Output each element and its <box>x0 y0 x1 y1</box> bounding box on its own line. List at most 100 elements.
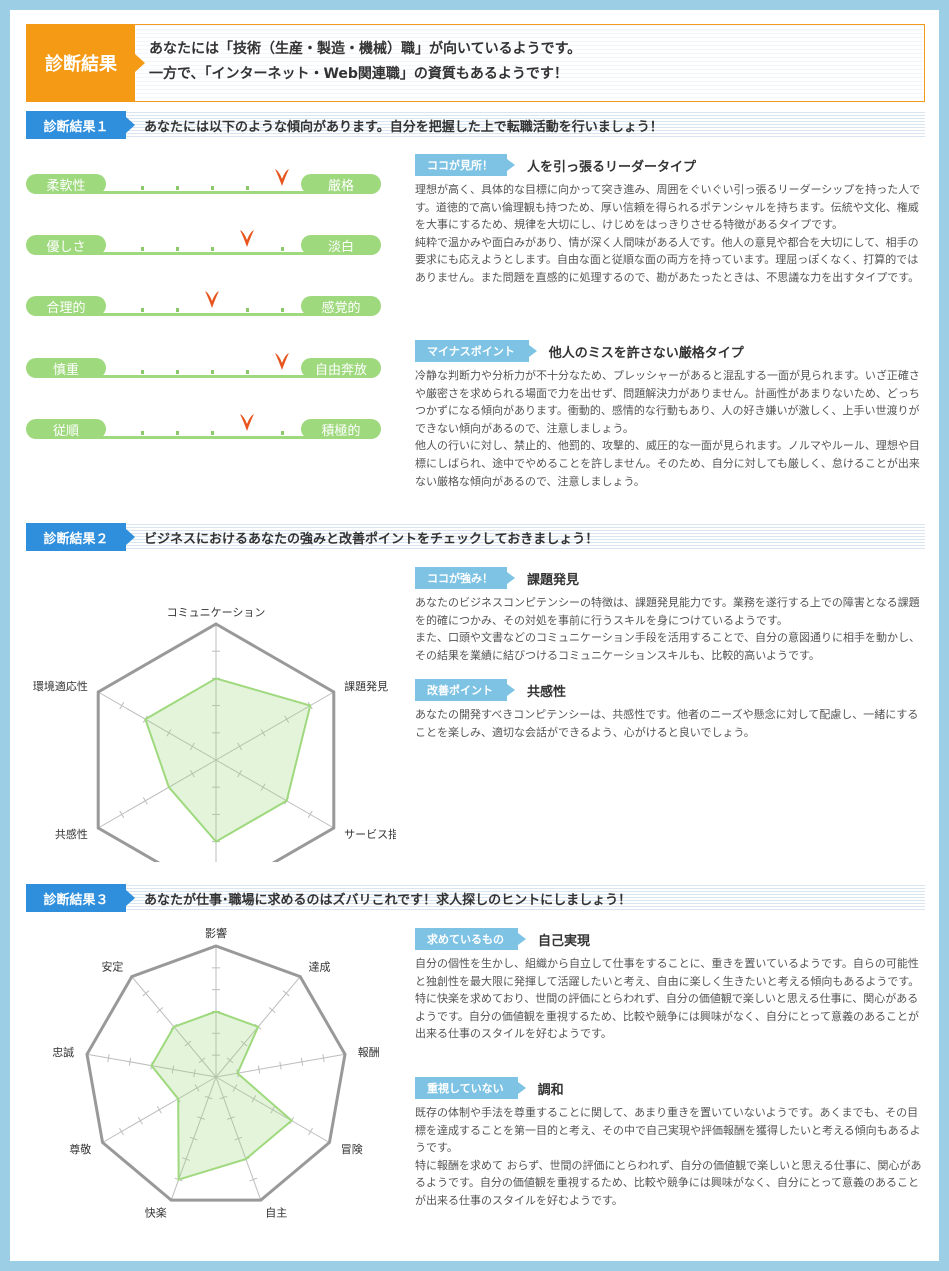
want-title: 自己実現 <box>538 933 591 949</box>
radar-outline <box>96 622 336 862</box>
scale-tick <box>176 431 179 435</box>
competency-radar-chart: コミュニケーション課題発見サービス指向計画性･緻密性共感性環境適応性 <box>33 606 396 862</box>
radar-tick <box>184 1040 192 1047</box>
radar-tick <box>204 1095 213 1100</box>
section-2-tag: 診断結果２ <box>26 523 135 551</box>
radar-axis-label: 課題発見 <box>344 679 388 693</box>
want-body: 自分の個性を生かし、組織から自立して仕事をすることに、重きを置いているようです。… <box>415 955 923 1043</box>
radar-tick <box>251 1095 257 1103</box>
minus-point-title: 他人のミスを許さない厳格タイプ <box>548 345 744 361</box>
radar-tick <box>284 715 290 723</box>
radar-tick <box>300 1057 304 1066</box>
radar-tick <box>142 990 150 997</box>
improve-point-body: あなたの開発すべきコンピテンシーは、共感性です。他者のニーズや懸念に対して配慮し… <box>415 706 923 741</box>
radar-axis-label: 快楽 <box>145 1206 167 1219</box>
strong-point-paragraph: また、口頭や文書などのコミュニケーション手段を活用することで、自分の意図通りに相… <box>415 631 921 662</box>
radar-tick <box>137 1116 143 1125</box>
radar-axis-label: 尊敬 <box>69 1142 91 1156</box>
radar-tick <box>234 1136 243 1141</box>
summary-line-1: あなたには「技術（生産・製造・機械）職」が向いているようです。 <box>149 41 582 57</box>
not-important-block: 重視していない 調和 既存の体制や手法を尊重することに関して、あまり重きを置いて… <box>415 1076 923 1210</box>
radar-tick <box>119 1127 124 1136</box>
improve-point-block: 改善ポイント 共感性 あなたの開発すべきコンピテンシーは、共感性です。他者のニー… <box>415 678 923 741</box>
radar-tick <box>260 729 266 737</box>
radar-tick <box>237 769 242 778</box>
radar-tick <box>156 1007 164 1014</box>
scale-line <box>86 252 321 255</box>
strong-point-title: 課題発見 <box>527 572 580 588</box>
strong-point-label: ココが強み！ <box>415 567 515 589</box>
scale-tick <box>141 370 144 374</box>
summary-text: あなたには「技術（生産・製造・機械）職」が向いているようです。 一方で、「インタ… <box>149 37 581 87</box>
scale-tick <box>141 186 144 190</box>
radar-tick <box>156 1106 162 1114</box>
good-point-title: 人を引っ張るリーダータイプ <box>527 159 697 175</box>
scale-tick <box>246 370 249 374</box>
scale-right-label: 淡白 <box>301 235 381 255</box>
radar-axis-label: 安定 <box>101 960 123 974</box>
strong-point-paragraph: あなたのビジネスコンピテンシーの特徴は、課題発見能力です。業務を遂行する上での障… <box>415 596 920 627</box>
radar-axis-label: 自主 <box>265 1206 287 1219</box>
not-important-title: 調和 <box>537 1082 564 1098</box>
minus-point-block: マイナスポイント 他人のミスを許さない厳格タイプ 冷静な判断力や分析力が不十分な… <box>415 339 923 490</box>
scale-tick <box>281 431 284 435</box>
radar-outline <box>85 944 347 1202</box>
radar-tick <box>257 1065 261 1074</box>
radar-tick <box>142 797 148 805</box>
scale-tick <box>281 308 284 312</box>
improve-point-label: 改善ポイント <box>415 679 515 701</box>
radar-tick <box>270 1106 276 1114</box>
section-3-title: あなたが仕事･職場に求めるのはズバリこれです！求人探しのヒントにしましょう！ <box>144 893 632 908</box>
tendency-scale: 従順 積極的 <box>26 414 381 439</box>
scale-line <box>86 436 321 439</box>
tendency-scale: 優しさ 淡白 <box>26 230 381 255</box>
scale-line <box>86 375 321 378</box>
minus-point-body: 冷静な判断力や分析力が不十分なため、プレッシャーがあると混乱する一面が見られます… <box>415 367 923 490</box>
improve-point-paragraph: あなたの開発すべきコンピテンシーは、共感性です。他者のニーズや懸念に対して配慮し… <box>415 708 919 739</box>
minus-point-paragraph: 冷静な判断力や分析力が不十分なため、プレッシャーがあると混乱する一面が見られます… <box>415 369 920 435</box>
radar-axis-label: 達成 <box>309 961 331 974</box>
scale-right-label: 感覚的 <box>301 296 381 316</box>
strong-point-body: あなたのビジネスコンピテンシーの特徴は、課題発見能力です。業務を遂行する上での障… <box>415 594 923 664</box>
scale-tick <box>141 247 144 251</box>
scale-tick <box>176 308 179 312</box>
minus-point-label: マイナスポイント <box>415 340 537 362</box>
radar-tick <box>260 783 266 791</box>
scale-tick <box>176 186 179 190</box>
scale-left-label: 従順 <box>26 419 106 439</box>
good-point-body: 理想が高く、具体的な目標に向かって突き進み、周囲をぐいぐい引っ張るリーダーシップ… <box>415 181 923 287</box>
radar-tick <box>119 810 125 819</box>
radar-data-area <box>144 677 312 843</box>
radar-axis-label: サービス指向 <box>344 827 396 841</box>
scale-left-label: 柔軟性 <box>26 174 106 194</box>
not-important-label: 重視していない <box>415 1077 526 1099</box>
scale-right-label: 積極的 <box>301 419 381 439</box>
scale-line <box>86 191 321 194</box>
good-point-paragraph: 理想が高く、具体的な目標に向かって突き進み、周囲をぐいぐい引っ張るリーダーシップ… <box>415 183 921 232</box>
diagnosis-page: 診断結果 あなたには「技術（生産・製造・機械）職」が向いているようです。 一方で… <box>10 10 939 1261</box>
radar-tick <box>182 1157 191 1161</box>
radar-tick <box>279 1061 282 1070</box>
radar-tick <box>107 1054 110 1063</box>
radar-axis-label: 共感性 <box>55 827 88 841</box>
tendency-scale: 合理的 感覚的 <box>26 291 381 316</box>
radar-tick <box>268 1007 276 1014</box>
radar-tick <box>171 1065 175 1074</box>
minus-point-paragraph: 他人の行いに対し、禁止的、他罰的、攻撃的、威圧的な一面が見られます。ノルマやルー… <box>415 439 920 488</box>
tendency-scale: 柔軟性 厳格 <box>26 169 381 194</box>
summary-tag: 診断結果 <box>27 25 145 101</box>
radar-tick <box>194 1084 200 1092</box>
radar-tick <box>308 1127 313 1136</box>
radar-tick <box>322 1054 325 1063</box>
scale-line <box>86 313 321 316</box>
radar-axis-label: 報酬 <box>358 1046 380 1059</box>
radar-tick <box>227 1116 235 1120</box>
scale-tick <box>211 247 214 251</box>
radar-axis-label: 忠誠 <box>52 1046 74 1059</box>
scale-right-label: 厳格 <box>301 174 381 194</box>
not-important-body: 既存の体制や手法を尊重することに関して、あまり重きを置いていないようです。あくま… <box>415 1104 923 1210</box>
not-important-paragraph: 特に報酬を求めて おらず、世間の評価にとらわれず、自分の価値観で楽しいと思える仕… <box>415 1158 922 1207</box>
not-important-paragraph: 既存の体制や手法を尊重することに関して、あまり重きを置いていないようです。あくま… <box>415 1106 921 1155</box>
radar-tick <box>307 810 313 819</box>
